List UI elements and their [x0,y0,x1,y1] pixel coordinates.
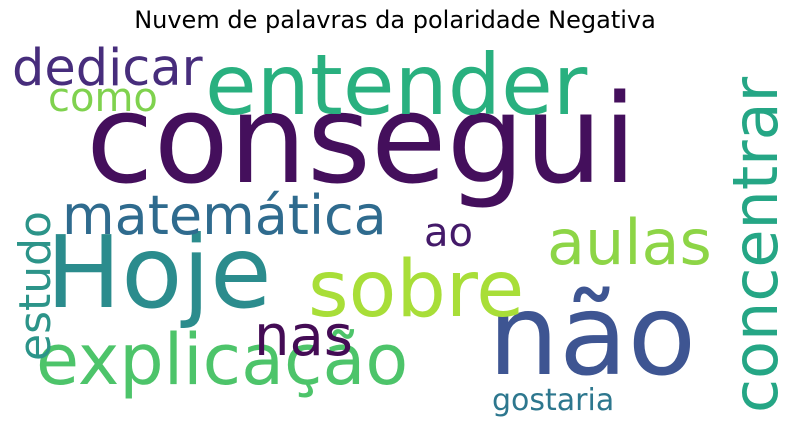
word-hoje: Hoje [46,214,272,331]
word-estudo: estudo [12,211,61,361]
word-dedicar: dedicar [12,43,203,98]
word-como: como [48,75,158,121]
word-explicacao: explicação [36,319,409,401]
word-nao: não [488,271,697,401]
word-entender: entender [205,43,588,134]
word-consegui: consegui [86,69,637,212]
word-concentrar: concentrar [719,76,778,413]
word-ao: ao [424,210,473,256]
word-nas: nas [254,304,353,369]
word-aulas: aulas [547,206,712,279]
page-title: Nuvem de palavras da polaridade Negativa [134,6,656,34]
word-matematica: matemática [62,184,387,247]
word-sobre: sobre [308,245,525,335]
word-cloud: consegui não Hoje entender explicação so… [12,43,778,426]
word-gostaria: gostaria [492,383,615,418]
